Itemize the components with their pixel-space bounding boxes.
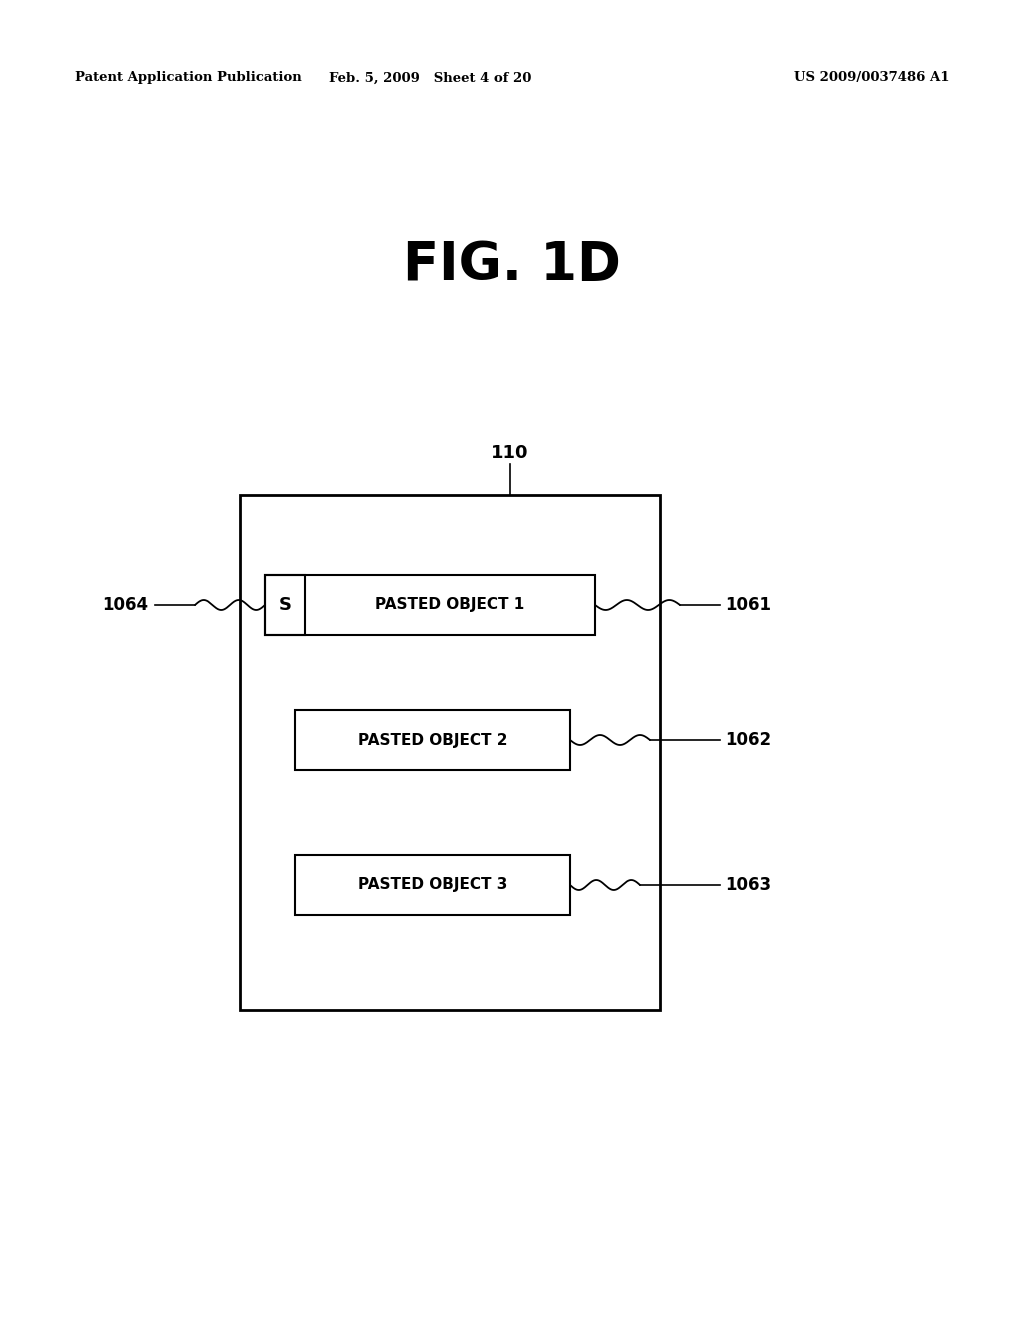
Text: PASTED OBJECT 1: PASTED OBJECT 1 — [376, 598, 524, 612]
Text: FIG. 1D: FIG. 1D — [403, 239, 621, 290]
Text: 1064: 1064 — [101, 597, 148, 614]
Bar — [240, 495, 660, 1010]
Text: 110: 110 — [492, 444, 528, 462]
Text: US 2009/0037486 A1: US 2009/0037486 A1 — [795, 71, 950, 84]
Bar — [295, 710, 570, 770]
Bar — [265, 576, 595, 635]
Text: Patent Application Publication: Patent Application Publication — [75, 71, 302, 84]
Text: Feb. 5, 2009   Sheet 4 of 20: Feb. 5, 2009 Sheet 4 of 20 — [329, 71, 531, 84]
Bar — [295, 855, 570, 915]
Text: PASTED OBJECT 2: PASTED OBJECT 2 — [357, 733, 507, 747]
Bar — [265, 576, 305, 635]
Text: PASTED OBJECT 3: PASTED OBJECT 3 — [357, 878, 507, 892]
Text: 1063: 1063 — [725, 876, 771, 894]
Text: 1062: 1062 — [725, 731, 771, 748]
Text: 1061: 1061 — [725, 597, 771, 614]
Text: S: S — [279, 597, 292, 614]
